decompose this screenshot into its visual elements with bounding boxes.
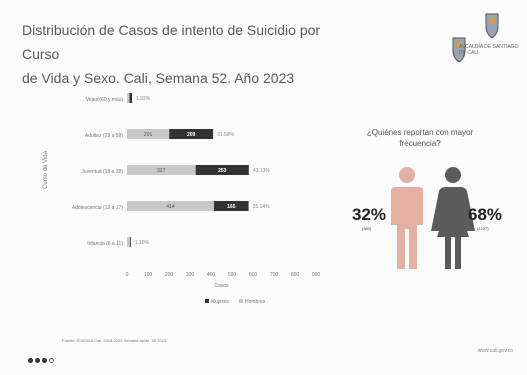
category-label: Infancia (6 a 11)	[87, 241, 123, 247]
data-label-hombres: 414	[166, 204, 175, 210]
x-tick-label: 500	[228, 272, 237, 278]
female-percentage: 68%	[468, 205, 503, 224]
total-percentage-label: 43.13%	[253, 168, 271, 174]
female-body-icon	[431, 187, 475, 269]
bar-mujeres	[129, 237, 131, 247]
bar-hombres	[127, 129, 170, 139]
data-label-mujeres: 209	[187, 132, 196, 138]
x-tick-label: 700	[270, 272, 279, 278]
bar-hombres	[127, 201, 214, 211]
website-url[interactable]: www.cali.gov.co	[477, 348, 513, 354]
bar-mujeres	[195, 165, 249, 175]
female-count: (1237)	[477, 226, 489, 231]
x-tick-label: 0	[126, 272, 129, 278]
bar-mujeres	[213, 201, 249, 211]
male-body-icon	[391, 187, 423, 269]
x-tick-label: 300	[186, 272, 195, 278]
bar-mujeres	[129, 93, 133, 103]
data-label-hombres: 201	[144, 132, 153, 138]
bar-hombres	[127, 237, 130, 247]
page-dot-1[interactable]	[28, 358, 33, 363]
bar-mujeres	[169, 129, 214, 139]
callout: ¿Quiénes reportan con mayor frecuencia?	[345, 127, 495, 149]
total-percentage-label: 25.14%	[253, 204, 271, 210]
page-dot-2[interactable]	[35, 358, 40, 363]
x-tick-label: 600	[249, 272, 258, 278]
callout-question-line-1: ¿Quiénes reportan con mayor	[366, 128, 474, 137]
x-tick-label: 400	[207, 272, 216, 278]
category-label: Adultez (29 a 59)	[85, 133, 123, 139]
legend-label: Hombres	[245, 299, 266, 305]
total-percentage-label: 1.32%	[136, 96, 151, 102]
title-line-1: Distribución de Casos de intento de Suic…	[22, 22, 321, 62]
category-label: Vejez (60 y más)	[86, 97, 124, 103]
data-label-mujeres: 253	[218, 168, 227, 174]
source-note: Fuente: SIVIGILA Cali, 2018-2023 Semana …	[62, 338, 167, 343]
bar-hombres	[127, 93, 130, 103]
gender-figures	[391, 167, 475, 269]
y-axis-label: Curso de Vida	[43, 150, 49, 189]
male-count: (580)	[362, 226, 372, 231]
legend-swatch	[205, 299, 209, 303]
slide-pagination[interactable]	[28, 350, 56, 368]
page-title: Distribución de Casos de intento de Suic…	[22, 18, 352, 90]
legend-label: Mujeres	[211, 299, 229, 305]
x-tick-label: 200	[165, 272, 174, 278]
bar-hombres	[127, 165, 196, 175]
data-label-mujeres: 165	[227, 204, 236, 210]
category-label: Juventud (18 a 28)	[81, 169, 123, 175]
x-tick-label: 100	[144, 272, 153, 278]
category-label: Adolescencia (12 a 17)	[72, 205, 123, 211]
legend-swatch	[239, 299, 243, 303]
female-figure-icon	[445, 167, 461, 183]
page-dot-4[interactable]	[49, 358, 54, 363]
x-tick-label: 900	[312, 272, 321, 278]
data-label-hombres: 327	[157, 168, 166, 174]
callout-question-line-2: frecuencia?	[399, 139, 441, 148]
male-percentage: 32%	[352, 205, 387, 224]
x-axis-label: Casos	[214, 283, 229, 289]
city-logo	[452, 13, 499, 63]
x-tick-label: 800	[291, 272, 300, 278]
logo-text: ALCALDÍA DE SANTIAGO DE CALI	[459, 44, 519, 56]
total-percentage-label: 1.10%	[135, 240, 150, 246]
title-line-2: de Vida y Sexo. Cali, Semana 52. Año 202…	[22, 70, 295, 86]
total-percentage-label: 21.58%	[217, 132, 235, 138]
male-figure-icon	[399, 167, 415, 183]
page-dot-3[interactable]	[42, 358, 47, 363]
